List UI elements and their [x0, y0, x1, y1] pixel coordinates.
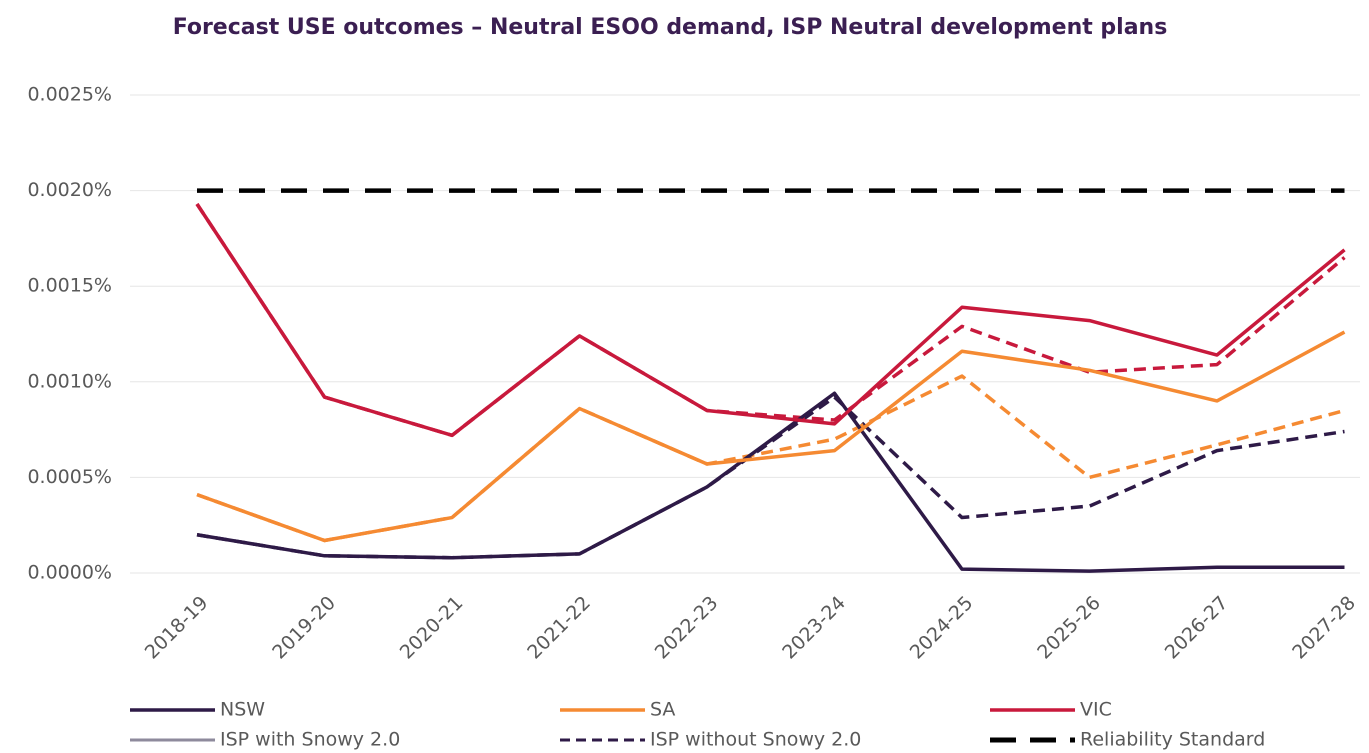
x-tick-label: 2024-25: [906, 592, 978, 664]
y-tick-label: 0.0025%: [27, 84, 112, 106]
x-tick-label: 2026-27: [1161, 592, 1233, 664]
y-tick-label: 0.0020%: [27, 179, 112, 201]
legend-label: ISP with Snowy 2.0: [220, 729, 400, 751]
y-tick-label: 0.0010%: [27, 370, 112, 392]
x-tick-label: 2019-20: [268, 592, 340, 664]
legend-label: SA: [650, 699, 675, 721]
x-tick-label: 2020-21: [396, 592, 468, 664]
legend-label: NSW: [220, 699, 265, 721]
x-tick-label: 2022-23: [651, 592, 723, 664]
x-tick-label: 2025-26: [1033, 592, 1105, 664]
line: [196, 391, 1345, 573]
x-tick-label: 2027-28: [1288, 592, 1360, 664]
y-tick-label: 0.0015%: [27, 275, 112, 297]
y-tick-label: 0.0000%: [27, 562, 112, 584]
legend-label: Reliability Standard: [1080, 729, 1265, 751]
line: [195, 203, 1346, 438]
dashed-line: [195, 203, 1346, 438]
legend-label: VIC: [1080, 699, 1112, 721]
line: [196, 330, 1346, 543]
chart-title: Forecast USE outcomes – Neutral ESOO dem…: [173, 15, 1168, 40]
legend-label: ISP without Snowy 2.0: [650, 729, 861, 751]
y-tick-label: 0.0005%: [27, 466, 112, 488]
x-tick-label: 2021-22: [523, 592, 595, 664]
x-tick-label: 2023-24: [778, 592, 850, 664]
x-tick-label: 2018-19: [141, 592, 213, 664]
